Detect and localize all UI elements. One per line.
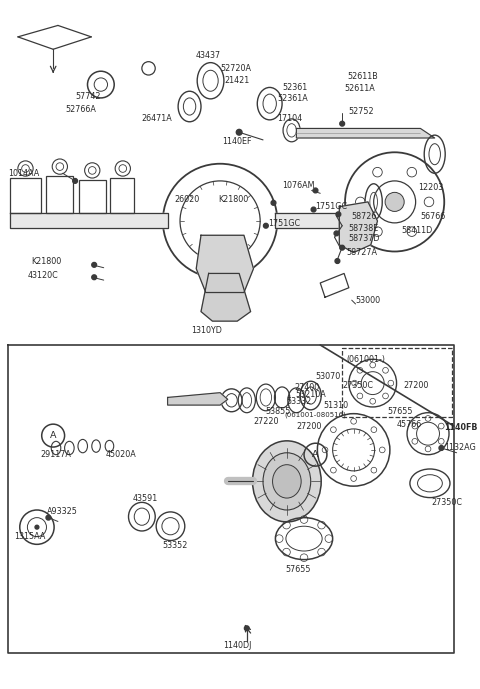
Circle shape xyxy=(311,207,316,212)
Text: 27220: 27220 xyxy=(253,417,279,426)
Text: 43437: 43437 xyxy=(196,52,221,61)
Text: 29117A: 29117A xyxy=(41,450,72,459)
Text: A: A xyxy=(50,431,57,440)
Text: 1140FB: 1140FB xyxy=(444,424,478,433)
Text: 52611B: 52611B xyxy=(347,72,378,81)
Text: A93325: A93325 xyxy=(47,507,77,516)
Text: 57655: 57655 xyxy=(285,565,311,574)
Circle shape xyxy=(334,231,339,236)
Text: 26020: 26020 xyxy=(174,194,200,203)
Text: 52361: 52361 xyxy=(282,83,307,92)
Text: K21800: K21800 xyxy=(218,194,249,203)
Bar xyxy=(110,178,134,214)
Text: 57742: 57742 xyxy=(75,92,101,101)
Text: 52361A: 52361A xyxy=(277,94,308,103)
Circle shape xyxy=(236,130,242,135)
Text: 52611A: 52611A xyxy=(344,84,375,93)
Circle shape xyxy=(335,258,340,263)
Text: 57655: 57655 xyxy=(387,407,412,416)
Circle shape xyxy=(92,275,96,280)
Circle shape xyxy=(313,188,318,193)
Circle shape xyxy=(340,245,345,250)
Text: 27350C: 27350C xyxy=(342,382,373,391)
Circle shape xyxy=(244,626,249,630)
Circle shape xyxy=(92,263,96,267)
Text: 53210A: 53210A xyxy=(295,390,326,399)
Text: 56766: 56766 xyxy=(420,212,445,220)
Text: 21421: 21421 xyxy=(224,76,249,85)
Text: 1751GC: 1751GC xyxy=(268,219,300,228)
Text: 1140EF: 1140EF xyxy=(222,137,252,146)
Polygon shape xyxy=(10,214,168,227)
Polygon shape xyxy=(201,274,251,321)
Text: 1315AA: 1315AA xyxy=(14,532,46,541)
Text: 58411D: 58411D xyxy=(401,226,432,235)
Text: (061001-): (061001-) xyxy=(346,355,385,364)
Bar xyxy=(79,180,106,214)
Text: 53070: 53070 xyxy=(315,372,341,381)
Text: 1140DJ: 1140DJ xyxy=(223,641,252,650)
Text: 27200: 27200 xyxy=(296,422,322,431)
Polygon shape xyxy=(296,128,435,138)
Text: 26471A: 26471A xyxy=(142,114,173,123)
Text: 58737D: 58737D xyxy=(349,234,380,243)
Text: 58726: 58726 xyxy=(352,212,377,220)
Text: 1310YD: 1310YD xyxy=(192,326,222,335)
Text: 1014AA: 1014AA xyxy=(8,169,39,178)
Text: 1751GC: 1751GC xyxy=(315,202,348,211)
Circle shape xyxy=(385,192,404,212)
Circle shape xyxy=(46,515,51,520)
Polygon shape xyxy=(196,235,253,293)
Text: 27200: 27200 xyxy=(403,382,429,391)
Text: 53352: 53352 xyxy=(163,541,188,550)
Text: 53000: 53000 xyxy=(356,296,381,305)
Text: 27400: 27400 xyxy=(295,383,320,393)
Circle shape xyxy=(72,178,77,183)
Text: 1132AG: 1132AG xyxy=(444,444,476,453)
Text: 27350C: 27350C xyxy=(432,498,463,507)
Text: 12203: 12203 xyxy=(419,183,444,192)
Ellipse shape xyxy=(252,441,321,522)
Circle shape xyxy=(35,525,39,529)
Text: 43591: 43591 xyxy=(132,494,157,503)
Circle shape xyxy=(271,200,276,205)
Bar xyxy=(47,176,73,214)
Ellipse shape xyxy=(273,464,301,498)
Text: 52766A: 52766A xyxy=(66,105,96,114)
Text: K21800: K21800 xyxy=(31,258,61,267)
Text: (061001-080516): (061001-080516) xyxy=(284,411,346,418)
Text: 53855: 53855 xyxy=(266,407,291,416)
Text: 52720A: 52720A xyxy=(220,64,251,73)
Text: 17104: 17104 xyxy=(277,114,302,123)
Text: 1076AM: 1076AM xyxy=(282,181,314,190)
Circle shape xyxy=(205,245,239,279)
Polygon shape xyxy=(276,214,339,227)
Circle shape xyxy=(264,223,268,228)
Text: A: A xyxy=(312,450,319,459)
Text: 43120C: 43120C xyxy=(27,271,58,280)
Text: 58727A: 58727A xyxy=(346,248,377,257)
Circle shape xyxy=(439,446,444,451)
Polygon shape xyxy=(168,393,228,405)
Text: 53332: 53332 xyxy=(287,397,312,406)
Polygon shape xyxy=(339,202,377,252)
Text: 45020A: 45020A xyxy=(106,450,136,459)
Bar xyxy=(10,178,41,214)
Text: 58738E: 58738E xyxy=(349,224,379,233)
Ellipse shape xyxy=(263,453,311,510)
Text: 52752: 52752 xyxy=(349,107,374,116)
Circle shape xyxy=(340,121,345,126)
Text: 51310: 51310 xyxy=(323,400,348,409)
Text: 45766: 45766 xyxy=(396,420,422,429)
Circle shape xyxy=(336,212,341,216)
